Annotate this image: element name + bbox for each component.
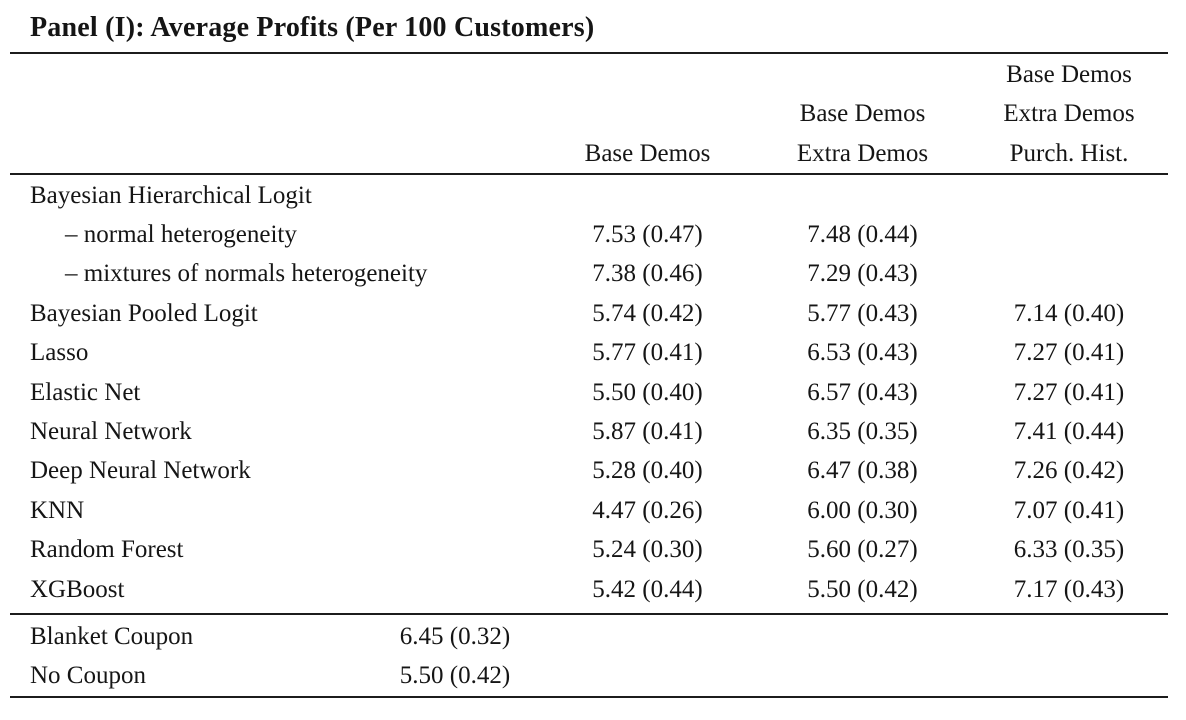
cell-spacer	[540, 656, 755, 695]
header-spacer	[370, 95, 540, 135]
table-body: Bayesian Hierarchical Logit – normal het…	[10, 176, 1168, 609]
cell-spacer	[370, 491, 540, 530]
cell-base-extra-purch: 7.07 (0.41)	[1013, 496, 1125, 524]
header-spacer	[370, 55, 540, 95]
row-label: – mixtures of normals heterogeneity	[65, 260, 428, 288]
cell-base-extra-demos: 5.50 (0.42)	[807, 575, 918, 603]
cell-spacer	[370, 255, 540, 294]
row-label: Random Forest	[30, 536, 184, 564]
row-label: No Coupon	[30, 662, 146, 690]
row-label: Elastic Net	[30, 378, 141, 406]
cell-base-extra-purch: 7.27 (0.41)	[1013, 339, 1125, 367]
panel-title: Panel (I): Average Profits (Per 100 Cust…	[30, 12, 595, 43]
header-col2-line1: Base Demos	[799, 100, 926, 128]
header-cell	[540, 95, 755, 135]
cell-base-extra-demos: 5.77 (0.43)	[807, 299, 918, 327]
cell-benchmark-value: 6.45 (0.32)	[399, 622, 511, 650]
row-label: KNN	[30, 496, 85, 524]
cell-base-extra-demos: 6.57 (0.43)	[807, 378, 918, 406]
header-col1-line1: Base Demos	[584, 139, 711, 167]
header-col3-line3: Purch. Hist.	[1009, 139, 1129, 167]
row-label: Bayesian Hierarchical Logit	[30, 181, 312, 209]
cell-spacer	[540, 617, 755, 656]
cell-base-demos: 5.42 (0.44)	[592, 575, 703, 603]
header-spacer	[370, 134, 540, 174]
row-label: Lasso	[30, 339, 89, 367]
header-spacer	[10, 95, 370, 135]
cell-base-extra-demos: 6.47 (0.38)	[807, 457, 918, 485]
cell-base-demos	[540, 176, 755, 215]
cell-spacer	[370, 215, 540, 254]
cell-base-extra-demos: 7.29 (0.43)	[807, 260, 918, 288]
cell-base-extra-demos: 7.48 (0.44)	[807, 221, 918, 249]
cell-base-demos: 7.38 (0.46)	[592, 260, 703, 288]
row-label: XGBoost	[30, 575, 125, 603]
row-label: Neural Network	[30, 418, 192, 446]
cell-base-extra-purch: 7.27 (0.41)	[1013, 378, 1125, 406]
cell-spacer	[370, 452, 540, 491]
cell-spacer	[370, 334, 540, 373]
row-label: Blanket Coupon	[30, 622, 194, 650]
cell-spacer	[370, 176, 540, 215]
bottom-rule	[10, 696, 1168, 698]
cell-base-extra-purch	[970, 215, 1168, 254]
cell-base-demos: 5.77 (0.41)	[592, 339, 703, 367]
cell-base-extra-purch	[970, 255, 1168, 294]
row-label: Bayesian Pooled Logit	[30, 299, 258, 327]
row-label: – normal heterogeneity	[65, 221, 297, 249]
cell-base-demos: 5.87 (0.41)	[592, 418, 703, 446]
cell-spacer	[370, 294, 540, 333]
header-col2-line2: Extra Demos	[796, 139, 929, 167]
row-label: Deep Neural Network	[30, 457, 251, 485]
header-spacer	[10, 134, 370, 174]
cell-spacer	[970, 617, 1168, 656]
cell-spacer	[755, 617, 970, 656]
cell-benchmark-value: 5.50 (0.42)	[399, 662, 511, 690]
header-col3-line1: Base Demos	[1006, 60, 1132, 88]
header-spacer	[10, 55, 370, 95]
cell-base-extra-purch: 7.26 (0.42)	[1013, 457, 1125, 485]
cell-base-extra-purch: 7.41 (0.44)	[1013, 418, 1125, 446]
table-header: Base Demos Base Demos Extra Demos Base D…	[10, 55, 1168, 174]
cell-base-extra-demos: 6.00 (0.30)	[807, 496, 918, 524]
cell-base-extra-demos: 5.60 (0.27)	[807, 536, 918, 564]
cell-spacer	[755, 656, 970, 695]
header-bottom-rule	[10, 173, 1168, 175]
cell-spacer	[370, 570, 540, 609]
cell-base-demos: 4.47 (0.26)	[592, 496, 703, 524]
cell-base-extra-purch: 7.14 (0.40)	[1013, 299, 1125, 327]
cell-base-demos: 5.74 (0.42)	[592, 299, 703, 327]
cell-spacer	[370, 373, 540, 412]
header-cell	[540, 55, 755, 95]
header-col3-line2: Extra Demos	[1003, 100, 1135, 128]
pre-footer-rule	[10, 613, 1168, 615]
cell-base-extra-purch: 6.33 (0.35)	[1013, 536, 1125, 564]
table-footer: Blanket Coupon 6.45 (0.32) No Coupon 5.5…	[10, 617, 1168, 696]
cell-base-demos: 7.53 (0.47)	[592, 221, 703, 249]
cell-base-demos: 5.50 (0.40)	[592, 378, 703, 406]
cell-spacer	[370, 412, 540, 451]
cell-base-demos: 5.24 (0.30)	[592, 536, 703, 564]
cell-base-demos: 5.28 (0.40)	[592, 457, 703, 485]
cell-spacer	[970, 656, 1168, 695]
cell-base-extra-purch: 7.17 (0.43)	[1013, 575, 1125, 603]
header-cell	[755, 55, 970, 95]
cell-spacer	[370, 531, 540, 570]
cell-base-extra-purch	[970, 176, 1168, 215]
cell-base-extra-demos: 6.35 (0.35)	[807, 418, 918, 446]
cell-base-extra-demos: 6.53 (0.43)	[807, 339, 918, 367]
top-rule	[10, 52, 1168, 54]
cell-base-extra-demos	[755, 176, 970, 215]
